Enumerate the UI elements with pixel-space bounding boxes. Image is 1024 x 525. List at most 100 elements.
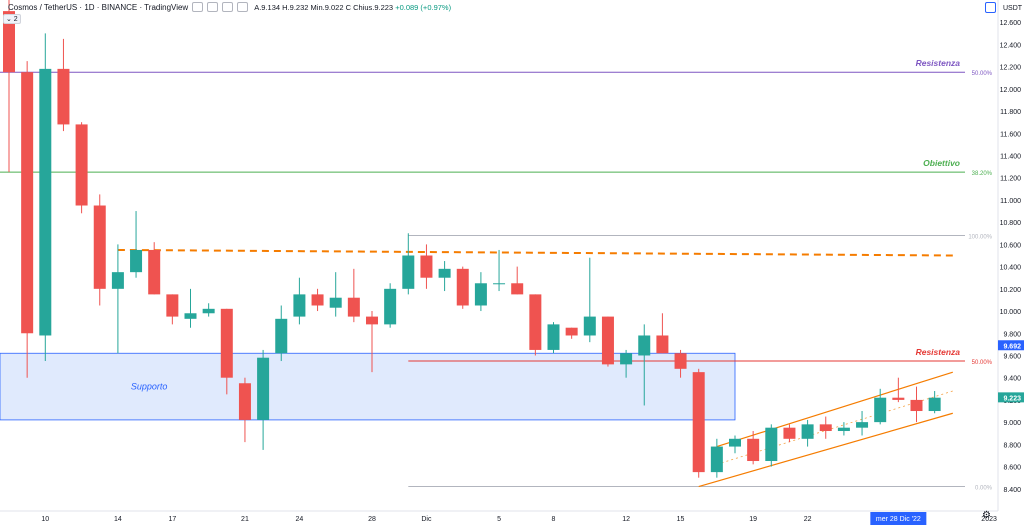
candle [692, 368, 705, 478]
price-tag-bg [998, 392, 1024, 403]
candle [601, 316, 614, 367]
close-value: C Chius.9.223 [345, 2, 394, 12]
candle [311, 288, 324, 312]
price-tick-label: 9.400 [1003, 376, 1021, 383]
price-tick-label: 12.600 [1000, 20, 1022, 27]
candle-body [420, 255, 433, 278]
candle [57, 38, 70, 132]
candle-body [57, 68, 70, 125]
candle [565, 327, 578, 339]
candle-body [402, 255, 415, 289]
level-name-label: Obiettivo [923, 158, 960, 168]
candle [366, 311, 378, 373]
candle [456, 266, 469, 309]
price-tick-label: 9.000 [1003, 420, 1021, 427]
candle-body [184, 313, 197, 319]
price-tick-label: 12.400 [1000, 42, 1022, 49]
price-tick-label: 11.400 [1000, 154, 1021, 161]
candle-body [583, 316, 596, 336]
candle [493, 249, 506, 292]
candle [529, 294, 542, 356]
candle-body [39, 68, 52, 336]
indicator-toggle-badge[interactable]: ⌄ 2 [3, 14, 21, 24]
price-tick-label: 9.600 [1003, 353, 1021, 360]
candle [39, 33, 52, 362]
candle [93, 194, 106, 306]
level-percent-label: 50.00% [972, 71, 993, 77]
time-tick-label: 14 [114, 516, 122, 523]
change-value: +0.089 (+0.97%) [395, 2, 452, 12]
candle [656, 313, 669, 354]
price-tick-label: 10.600 [1000, 242, 1022, 249]
currency-icon[interactable] [985, 2, 996, 13]
level-percent-label: 50.00% [972, 360, 993, 366]
candle [837, 422, 850, 436]
candle-body [783, 427, 796, 439]
candle-body [837, 427, 850, 432]
price-tick-label: 8.600 [1003, 465, 1021, 472]
time-tick-label: 24 [296, 516, 304, 523]
time-tick-label: 5 [497, 516, 501, 523]
candle-body [910, 399, 923, 412]
level-percent-label: 38.20% [972, 171, 993, 177]
candle-body [529, 294, 542, 350]
candle [184, 288, 197, 328]
candle [148, 242, 161, 295]
candle-body [547, 324, 560, 350]
low-value: Min.9.022 [310, 2, 344, 12]
candle-body [166, 294, 179, 317]
candle [420, 244, 433, 289]
candle [620, 349, 633, 378]
candle-body [565, 327, 578, 336]
price-tick-label: 12.200 [1000, 65, 1022, 72]
candle [765, 424, 778, 467]
candle [438, 261, 451, 292]
candle [347, 268, 360, 323]
candle-body [601, 316, 614, 365]
high-value: H.9.232 [282, 2, 309, 12]
eye-icon[interactable] [192, 2, 204, 12]
candle [856, 411, 869, 436]
price-tick-label: 11.200 [1000, 176, 1021, 183]
candle-body [692, 372, 705, 473]
symbol-title[interactable]: Cosmos / TetherUS · 1D · BINANCE · Tradi… [8, 2, 189, 12]
candle [220, 308, 233, 395]
gear-icon[interactable] [207, 2, 219, 12]
price-tick-label: 10.400 [1000, 265, 1022, 272]
price-axis [998, 0, 1024, 525]
candle-body [656, 335, 669, 354]
candle-body [293, 294, 306, 317]
price-tick-label: 11.600 [1000, 131, 1021, 138]
candle-body [347, 297, 360, 317]
candle-body [620, 353, 633, 365]
candle-body [874, 397, 887, 423]
time-tick-label: 22 [804, 516, 812, 523]
more-icon[interactable] [237, 2, 249, 12]
candle-body [220, 308, 233, 378]
price-tick-label: 12.000 [1000, 87, 1022, 94]
candle [202, 303, 215, 317]
candle-body [3, 11, 15, 73]
currency-label: USDT [1003, 5, 1023, 12]
candle [729, 435, 741, 454]
candle [747, 431, 760, 465]
candle-body [148, 249, 161, 295]
settings-icon[interactable]: ⚙ [982, 510, 991, 521]
close-icon[interactable] [222, 2, 234, 12]
level-name-label: Resistenza [916, 347, 961, 357]
price-tick-label: 8.800 [1003, 442, 1021, 449]
candle-body [801, 424, 814, 439]
candle-body [111, 272, 124, 289]
candle [710, 438, 723, 478]
price-tag-bg [998, 340, 1024, 351]
crosshair-date-label: mer 28 Dic '22 [876, 516, 921, 523]
candle-body [257, 357, 270, 420]
open-value: A.9.134 [254, 2, 281, 12]
candle-body [456, 268, 469, 306]
price-tick-label: 11.000 [1000, 198, 1021, 205]
candle-body [75, 124, 88, 206]
time-tick-label: 8 [552, 516, 556, 523]
candle-body [729, 438, 741, 447]
chart-header: Cosmos / TetherUS · 1D · BINANCE · Tradi… [0, 0, 451, 14]
